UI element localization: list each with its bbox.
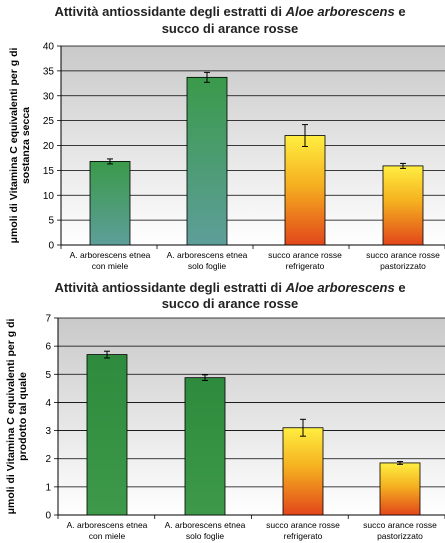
y-tick-label: 10	[43, 191, 55, 202]
title-part: Aloe arborescens	[285, 281, 395, 295]
y-tick-label: 3	[45, 426, 51, 437]
panel-divider	[0, 278, 445, 281]
title-part: Aloe arborescens	[285, 4, 395, 19]
y-axis-label: μmoli di Vitamina C equivalenti per g di	[8, 47, 20, 243]
chart-title-line-2: succo di arance rosse	[162, 21, 299, 36]
y-axis-label: prodotto tal quale	[17, 372, 29, 461]
chart-title-line-1: Attività antiossidante degli estratti di…	[54, 281, 405, 295]
bar	[89, 161, 131, 246]
x-category-label: pastorizzato	[377, 531, 423, 541]
x-category-label: succo arance rosse	[268, 250, 342, 260]
x-category-label: succo arance rosse	[366, 250, 440, 260]
bar	[382, 165, 424, 246]
chart-svg: Attività antiossidante degli estratti di…	[8, 4, 445, 271]
y-axis-label: sostanza secca	[20, 107, 32, 184]
y-tick-label: 7	[45, 314, 51, 325]
bar	[86, 354, 128, 516]
y-tick-label: 0	[48, 241, 54, 252]
x-category-label: con miele	[89, 531, 126, 541]
bar	[379, 462, 421, 516]
y-tick-label: 6	[45, 342, 51, 353]
x-category-label: refrigerato	[286, 261, 325, 271]
x-category-label: A. arborescens etnea	[67, 520, 148, 530]
y-axis-label: μmoli di Vitamina C equivalenti per g di	[5, 318, 17, 514]
x-category-label: succo arance rosse	[363, 520, 437, 530]
y-tick-label: 5	[48, 216, 54, 227]
y-tick-label: 0	[45, 511, 51, 522]
x-category-label: solo foglie	[188, 261, 227, 271]
y-tick-label: 2	[45, 454, 51, 465]
title-part: Attività antiossidante degli estratti di	[54, 4, 285, 19]
x-category-label: succo arance rosse	[266, 520, 340, 530]
x-category-label: pastorizzato	[380, 261, 426, 271]
y-tick-label: 20	[43, 141, 55, 152]
x-category-label: solo foglie	[186, 531, 225, 541]
chart-title-line-1: Attività antiossidante degli estratti di…	[54, 4, 405, 19]
chart-svg: Attività antiossidante degli estratti di…	[5, 281, 445, 541]
y-tick-label: 25	[43, 116, 55, 127]
x-category-label: refrigerato	[284, 531, 323, 541]
x-category-label: con miele	[92, 261, 129, 271]
y-tick-label: 4	[45, 398, 51, 409]
bar	[284, 135, 326, 246]
y-tick-label: 40	[43, 42, 55, 53]
bar	[282, 427, 324, 516]
bar	[186, 76, 228, 246]
x-category-label: A. arborescens etnea	[167, 250, 248, 260]
y-tick-label: 1	[45, 482, 51, 493]
x-category-label: A. arborescens etnea	[70, 250, 151, 260]
chart-panel-as-is: Attività antiossidante degli estratti di…	[0, 281, 445, 543]
title-part: Attività antiossidante degli estratti di	[54, 281, 285, 295]
chart-panel-dry-matter: Attività antiossidante degli estratti di…	[8, 4, 445, 271]
chart-title-line-2: succo di arance rosse	[162, 296, 299, 311]
y-tick-label: 35	[43, 66, 55, 77]
y-tick-label: 5	[45, 370, 51, 381]
title-part: e	[395, 4, 406, 19]
y-tick-label: 30	[43, 91, 55, 102]
x-category-label: A. arborescens etnea	[165, 520, 246, 530]
bar	[184, 377, 226, 516]
y-tick-label: 15	[43, 166, 55, 177]
title-part: e	[395, 281, 406, 295]
